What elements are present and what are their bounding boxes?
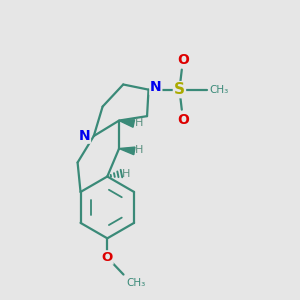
Text: N: N (150, 80, 162, 94)
Text: CH₃: CH₃ (126, 278, 146, 288)
Polygon shape (119, 147, 135, 155)
Text: S: S (174, 82, 185, 97)
Text: H: H (122, 169, 130, 178)
Polygon shape (119, 120, 135, 127)
Text: O: O (102, 251, 113, 264)
Text: O: O (177, 53, 189, 67)
Text: N: N (79, 129, 90, 143)
Text: H: H (135, 118, 143, 128)
Text: H: H (135, 145, 144, 155)
Text: O: O (177, 112, 189, 127)
Text: CH₃: CH₃ (209, 85, 228, 94)
